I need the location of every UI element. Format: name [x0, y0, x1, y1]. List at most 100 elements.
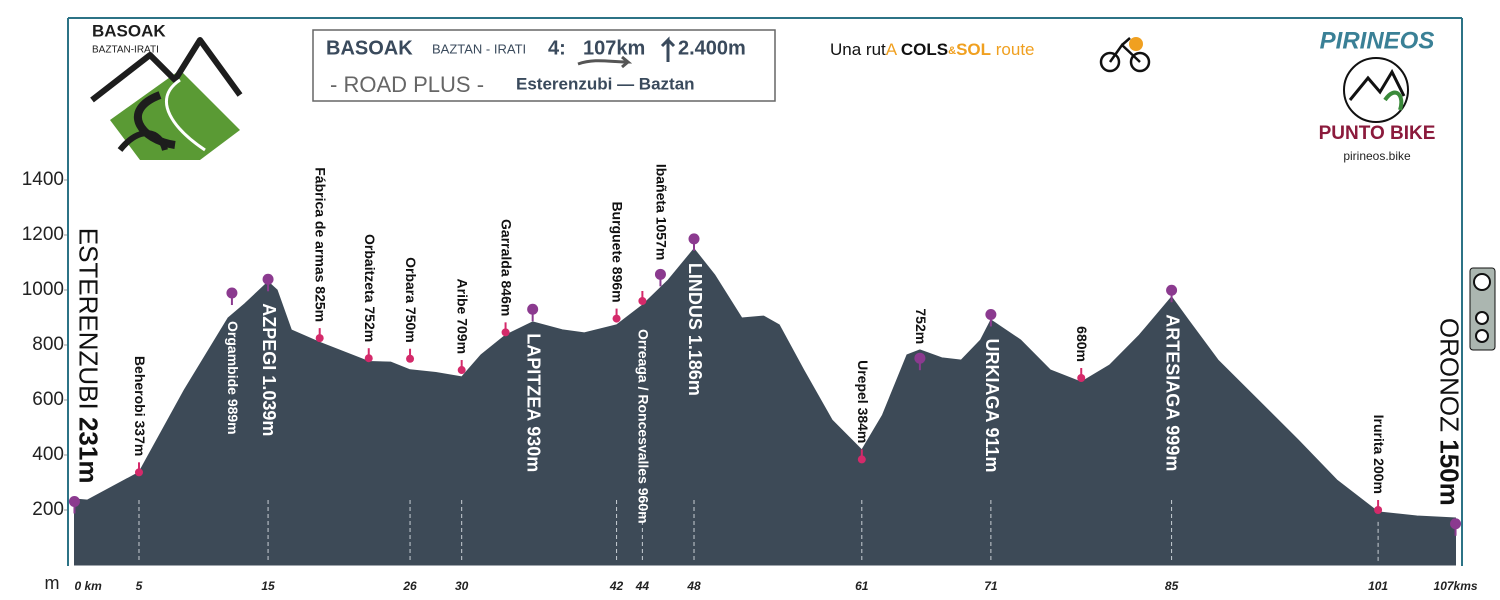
- point-height: 1057m: [654, 217, 670, 261]
- point-name: Fábrica de armas: [313, 167, 329, 282]
- y-tick-label: 800: [32, 334, 64, 355]
- pin: [315, 334, 324, 343]
- pin: [262, 273, 274, 285]
- point-annotation: Orbaitzeta 752m: [362, 234, 378, 363]
- point-label: LAPITZEA 930m: [524, 333, 544, 472]
- x-tick-label: 15: [261, 579, 275, 593]
- pin: [457, 366, 466, 375]
- pin: [364, 354, 373, 363]
- point-label: ORONOZ 150m: [1435, 318, 1465, 506]
- pin: [1077, 374, 1086, 382]
- point-annotation: Orgambide 989m: [225, 287, 241, 435]
- point-annotation: LINDUS 1.186m: [685, 233, 705, 396]
- point-name: ESTERENZUBI: [74, 228, 104, 410]
- y-tick-label: 600: [32, 389, 64, 410]
- point-name: Orbara: [403, 257, 419, 303]
- point-name: Orbaitzeta: [362, 234, 378, 303]
- point-name: Burguete: [610, 201, 626, 263]
- point-height: 896m: [610, 267, 626, 303]
- point-label: LINDUS 1.186m: [685, 263, 705, 396]
- point-height: 384m: [855, 408, 871, 444]
- frame: [67, 17, 1463, 566]
- point-height: 150m: [1435, 439, 1465, 506]
- point-annotation: Fábrica de armas 825m: [313, 167, 329, 343]
- point-label: Urepel 384m: [855, 360, 871, 443]
- tagline-part: A: [886, 40, 898, 59]
- point-height: 825m: [313, 286, 329, 322]
- route-climb: 2.400m: [678, 37, 746, 59]
- point-name: ARTESIAGA: [1163, 314, 1183, 420]
- pin: [1374, 506, 1383, 514]
- point-name: Beherobi: [132, 356, 148, 417]
- pin: [406, 354, 415, 363]
- point-annotation: Orreaga / Roncesvalles 960m: [636, 291, 652, 524]
- pin: [68, 495, 80, 507]
- point-height: 337m: [132, 421, 148, 457]
- y-tick-label: 200: [32, 499, 64, 520]
- point-annotation: Aribe 709m: [455, 279, 471, 375]
- point-annotation: ESTERENZUBI 231m: [68, 228, 104, 514]
- x-tick-label: 101: [1368, 579, 1388, 593]
- point-name: LINDUS: [685, 263, 705, 330]
- point-label: Orreaga / Roncesvalles 960m: [636, 329, 652, 524]
- point-annotation: URKIAGA 911m: [982, 308, 1002, 473]
- pin: [226, 287, 238, 299]
- route-number: 4:: [548, 37, 566, 59]
- point-annotation: LAPITZEA 930m: [524, 303, 544, 472]
- x-tick-label: 0 km: [74, 579, 102, 593]
- pin: [527, 303, 539, 315]
- pin: [134, 468, 143, 477]
- point-annotation: Urepel 384m: [855, 360, 871, 464]
- y-tick-label: 1000: [22, 279, 64, 300]
- point-height: 752m: [913, 308, 929, 344]
- point-label: Orgambide 989m: [225, 321, 241, 435]
- pin: [654, 268, 666, 280]
- pin: [914, 352, 926, 364]
- point-label: Irurita 200m: [1371, 415, 1387, 494]
- route-box-border: [312, 29, 776, 102]
- license-badge: [1469, 267, 1496, 351]
- point-name: Orgambide: [225, 321, 241, 395]
- point-name: Irurita: [1371, 415, 1387, 455]
- x-tick-label: 5: [136, 579, 143, 593]
- x-tick-label: 42: [609, 579, 624, 593]
- point-name: Aribe: [455, 279, 471, 315]
- point-height: 1.039m: [259, 375, 279, 436]
- x-tick-label: 71: [984, 579, 998, 593]
- y-tick-label: 400: [32, 444, 64, 465]
- brand-shop: PUNTO BIKE: [1319, 123, 1436, 144]
- elevation-area: [74, 248, 1456, 566]
- tagline-part: route: [996, 40, 1035, 59]
- point-height: 989m: [225, 399, 241, 435]
- point-height: 960m: [636, 488, 652, 524]
- point-annotation: ORONOZ 150m: [1435, 318, 1465, 536]
- pin: [612, 314, 621, 323]
- point-annotation: Beherobi 337m: [132, 356, 148, 477]
- x-tick-label: 26: [402, 579, 417, 593]
- basoak-logo: BASOAK BAZTAN-IRATI: [90, 21, 243, 160]
- y-tick-label: 1200: [22, 224, 64, 245]
- brand-emblem: [1343, 57, 1409, 123]
- point-label: Orbara 750m: [403, 257, 419, 343]
- point-height: 750m: [403, 307, 419, 343]
- point-label: Orbaitzeta 752m: [362, 234, 378, 342]
- point-label: AZPEGI 1.039m: [259, 303, 279, 436]
- point-annotation: ARTESIAGA 999m: [1163, 284, 1183, 471]
- pin: [501, 328, 510, 337]
- route-name: BASOAK: [326, 37, 413, 59]
- x-tick-label: 61: [855, 579, 869, 593]
- x-tick-label: 48: [686, 579, 701, 593]
- point-height: 930m: [524, 426, 544, 472]
- route-edition: - ROAD PLUS -: [330, 72, 484, 97]
- point-name: AZPEGI: [259, 303, 279, 370]
- x-tick-label: 44: [635, 579, 650, 593]
- pin: [1450, 518, 1462, 530]
- x-tick-label: 30: [455, 579, 469, 593]
- point-height: 231m: [74, 417, 104, 484]
- brand-name: PIRINEOS: [1320, 27, 1435, 54]
- point-height: 1.186m: [685, 335, 705, 396]
- route-region: BAZTAN - IRATI: [432, 41, 526, 56]
- point-height: 752m: [362, 306, 378, 342]
- cyclist-icon: [1099, 37, 1151, 73]
- point-height: 999m: [1163, 425, 1183, 471]
